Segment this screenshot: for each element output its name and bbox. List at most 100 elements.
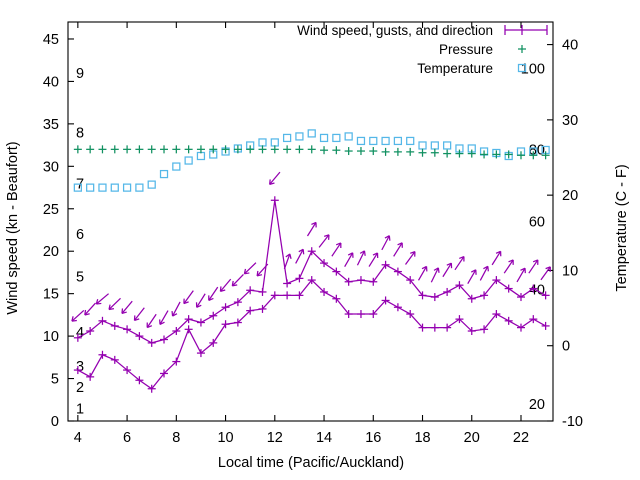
beaufort-label: 8 bbox=[76, 125, 84, 141]
wind-direction-arrow bbox=[146, 313, 157, 329]
x-tick-label: 18 bbox=[414, 430, 430, 446]
arrow-shaft bbox=[231, 273, 244, 287]
wind-direction-arrow bbox=[516, 267, 526, 283]
x-tick-label: 10 bbox=[217, 430, 233, 446]
wind-direction-arrow bbox=[491, 250, 502, 266]
arrow-shaft bbox=[243, 262, 257, 275]
temperature-point bbox=[369, 136, 378, 146]
x-tick-label: 12 bbox=[267, 430, 283, 446]
wind-direction-arrow bbox=[368, 252, 379, 267]
x-tick-label: 20 bbox=[464, 430, 480, 446]
arrow-head bbox=[545, 266, 551, 270]
arrow-head bbox=[121, 311, 127, 315]
wind-direction-arrow bbox=[121, 300, 133, 315]
beaufort-label: 3 bbox=[76, 359, 84, 375]
wind-speed-line bbox=[77, 279, 546, 390]
arrow-head bbox=[95, 298, 99, 305]
arrow-shaft bbox=[430, 267, 439, 283]
arrow-shaft bbox=[331, 242, 342, 257]
arrow-head bbox=[71, 316, 74, 322]
arrow-head bbox=[172, 313, 178, 317]
arrow-shaft bbox=[295, 249, 304, 264]
arrow-head bbox=[244, 272, 250, 275]
beaufort-label: 2 bbox=[76, 380, 84, 396]
legend-entry: Pressure bbox=[439, 42, 526, 57]
wind-direction-arrow bbox=[393, 242, 403, 257]
wind-direction-arrow bbox=[183, 290, 194, 305]
y2-tick-label: 0 bbox=[562, 339, 570, 355]
arrow-head bbox=[433, 267, 439, 271]
arrow-head bbox=[183, 301, 189, 305]
wind-direction-arrow bbox=[344, 252, 354, 268]
arrow-head bbox=[421, 265, 427, 270]
arrow-head bbox=[243, 268, 247, 274]
pressure-series bbox=[73, 145, 550, 160]
y2-axis-title: Temperature (C - F) bbox=[614, 164, 630, 291]
plot-frame bbox=[67, 21, 554, 422]
temperature-point bbox=[258, 138, 267, 147]
arrow-head bbox=[397, 242, 403, 246]
wind-direction-arrow bbox=[430, 267, 440, 283]
arrow-shaft bbox=[318, 234, 330, 248]
arrow-shaft bbox=[283, 253, 291, 270]
beaufort-label: 1 bbox=[76, 401, 84, 417]
temperature-point bbox=[295, 132, 304, 141]
wind-direction-arrow bbox=[283, 253, 292, 270]
wind-direction-arrow bbox=[269, 171, 281, 186]
arrow-head bbox=[508, 259, 514, 263]
legend-label: Temperature bbox=[417, 61, 493, 76]
wind-direction-arrow bbox=[95, 293, 109, 305]
legend-label: Wind speed, gusts, and direction bbox=[297, 23, 493, 38]
legend-label: Pressure bbox=[439, 42, 493, 57]
temperature-point bbox=[172, 162, 181, 171]
arrow-shaft bbox=[442, 262, 452, 278]
temperature-point bbox=[135, 183, 144, 192]
arrow-shaft bbox=[381, 235, 390, 251]
y-tick-label: 10 bbox=[43, 329, 59, 345]
fahrenheit-label: 100 bbox=[521, 62, 545, 78]
arrow-shaft bbox=[95, 293, 109, 305]
x-axis-title: Local time (Pacific/Auckland) bbox=[218, 455, 404, 471]
plot-border bbox=[67, 21, 554, 422]
arrow-shaft bbox=[121, 300, 133, 314]
wind-direction-arrow bbox=[108, 297, 121, 311]
temperature-point bbox=[110, 183, 119, 192]
arrow-head bbox=[231, 280, 234, 287]
arrow-shaft bbox=[208, 286, 219, 301]
wind-direction-arrow bbox=[417, 265, 428, 281]
arrow-head bbox=[520, 267, 526, 271]
arrow-shaft bbox=[269, 171, 281, 185]
temperature-point bbox=[159, 169, 169, 179]
wind-direction-arrow bbox=[306, 221, 317, 237]
arrow-head bbox=[269, 182, 275, 186]
x-tick-label: 16 bbox=[365, 430, 381, 446]
beaufort-label: 6 bbox=[76, 227, 84, 243]
wind-direction-arrow bbox=[442, 262, 453, 278]
temperature-point bbox=[381, 136, 390, 146]
arrow-shaft bbox=[528, 259, 539, 274]
wind-direction-arrow bbox=[295, 248, 305, 264]
beaufort-label: 4 bbox=[76, 325, 84, 341]
y-tick-label: 0 bbox=[51, 414, 59, 430]
arrow-head bbox=[359, 250, 365, 254]
arrow-shaft bbox=[467, 269, 477, 284]
y-axis-title: Wind speed (kn - Beaufort) bbox=[5, 141, 21, 314]
y2-tick-label: -10 bbox=[562, 414, 583, 430]
arrow-head bbox=[470, 269, 477, 273]
y-tick-label: 45 bbox=[43, 32, 59, 48]
arrow-shaft bbox=[133, 307, 145, 321]
wind-direction-arrow bbox=[528, 259, 539, 274]
wind-direction-arrow bbox=[540, 266, 551, 281]
arrow-shaft bbox=[172, 301, 181, 317]
legend-entry: Temperature bbox=[417, 61, 527, 76]
arrow-head bbox=[495, 250, 501, 254]
arrow-shaft bbox=[491, 250, 502, 266]
legend-marker-sample bbox=[517, 63, 527, 73]
arrow-shaft bbox=[540, 266, 551, 281]
arrow-shaft bbox=[393, 242, 403, 257]
temperature-point bbox=[356, 136, 366, 146]
wind-direction-arrow bbox=[331, 242, 342, 257]
